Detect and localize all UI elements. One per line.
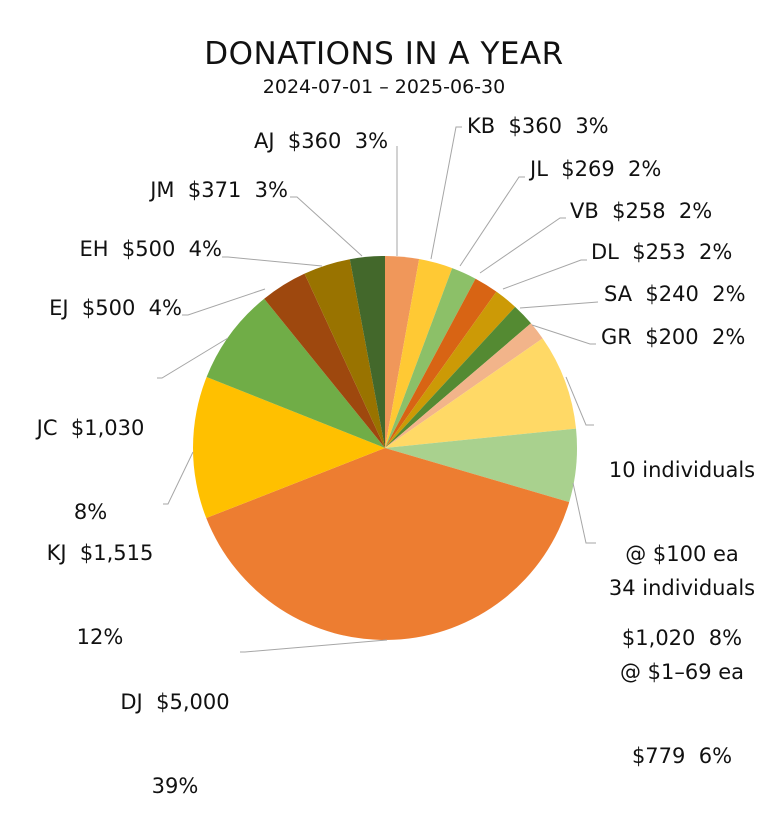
data-label-eh: EH $500 4% [79, 237, 222, 261]
pie-slice-34 [385, 428, 578, 503]
label-line: JC $1,030 [36, 416, 145, 440]
leader-line-vb [479, 217, 566, 274]
leader-line-kb [430, 126, 462, 260]
leader-line-ind34 [572, 482, 596, 544]
label-line: 34 individuals [608, 576, 756, 600]
data-label-ej: EJ $500 4% [49, 296, 182, 320]
label-line: @ $1–69 ea [619, 660, 745, 684]
data-label-vb: VB $258 2% [570, 199, 713, 223]
pie-slice-kj [192, 377, 385, 519]
leader-line-ej [182, 288, 266, 316]
label-line: 12% [76, 625, 124, 649]
data-label-jm: JM $371 3% [150, 178, 288, 202]
pie-slice-jm [349, 256, 385, 448]
pie-slice-sa [385, 306, 531, 448]
leader-line-gr [531, 324, 596, 345]
pie-slice-dl [385, 291, 516, 448]
leader-line-sa [519, 301, 599, 309]
leader-line-dj [240, 639, 388, 653]
data-label-34-individuals: 34 individuals @ $1–69 ea $779 6% [596, 518, 768, 798]
data-label-kj: KJ $1,515 12% [30, 483, 170, 679]
pie-slice-ej [264, 273, 385, 448]
chart-title: DONATIONS IN A YEAR [204, 36, 564, 72]
data-label-kb: KB $360 3% [467, 114, 609, 138]
data-label-10-individuals: 10 individuals @ $100 ea $1,020 8% [596, 400, 768, 680]
label-line: $1,020 8% [621, 626, 743, 650]
pie-slice-aj [385, 256, 420, 448]
leader-line-ind10 [565, 376, 594, 426]
data-label-dl: DL $253 2% [591, 240, 733, 264]
leader-line-jl [459, 176, 525, 267]
pie-slices [192, 256, 578, 640]
pie-chart [157, 126, 599, 653]
pie-slice-gr [385, 323, 543, 448]
pie-slice-kb [385, 259, 453, 448]
label-line: DJ $5,000 [120, 690, 230, 714]
pie-slice-10 [385, 338, 577, 448]
label-line: @ $100 ea [625, 542, 739, 566]
pie-slice-eh [304, 259, 385, 448]
label-line: 10 individuals [608, 458, 756, 482]
leader-line-kj [163, 451, 194, 505]
label-line: 39% [151, 774, 199, 798]
data-label-aj: AJ $360 3% [254, 129, 389, 153]
leader-line-jm [290, 196, 363, 257]
pie-slice-vb [385, 278, 497, 448]
pie-slice-dj [206, 448, 570, 640]
pie-slice-jc [206, 298, 385, 448]
label-line: KJ $1,515 [46, 541, 154, 565]
data-label-jl: JL $269 2% [530, 157, 662, 181]
data-label-jc: JC $1,030 8% [18, 358, 163, 554]
chart-subtitle: 2024-07-01 – 2025-06-30 [262, 76, 506, 98]
leader-lines [157, 126, 599, 653]
label-line: $779 6% [631, 744, 733, 768]
leader-line-dl [502, 259, 587, 290]
data-label-gr: GR $200 2% [601, 325, 746, 349]
leader-line-eh [222, 256, 323, 267]
label-line: 8% [73, 500, 108, 524]
leader-line-jc [157, 337, 229, 379]
pie-slice-jl [385, 268, 476, 448]
data-label-sa: SA $240 2% [604, 282, 746, 306]
